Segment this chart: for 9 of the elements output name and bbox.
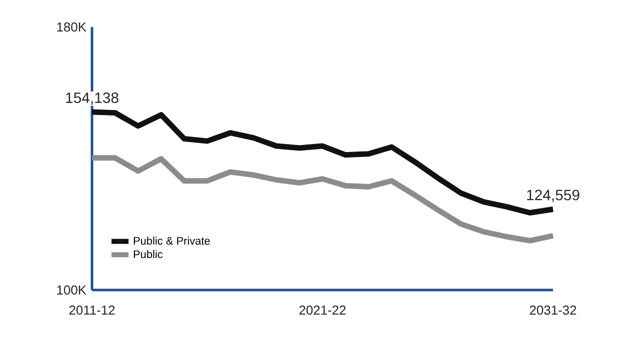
x-tick-label: 2031-32 xyxy=(530,306,576,315)
data-label: 124,559 xyxy=(527,190,580,202)
x-tick-label: 2011-12 xyxy=(69,306,115,315)
legend-label: Public & Private xyxy=(134,236,210,245)
data-label: 154,138 xyxy=(66,92,118,105)
y-tick-label: 180K xyxy=(57,22,86,32)
legend-label: Public xyxy=(134,250,163,258)
x-tick-label: 2021-22 xyxy=(299,306,346,315)
y-tick-label: 100K xyxy=(57,285,86,295)
